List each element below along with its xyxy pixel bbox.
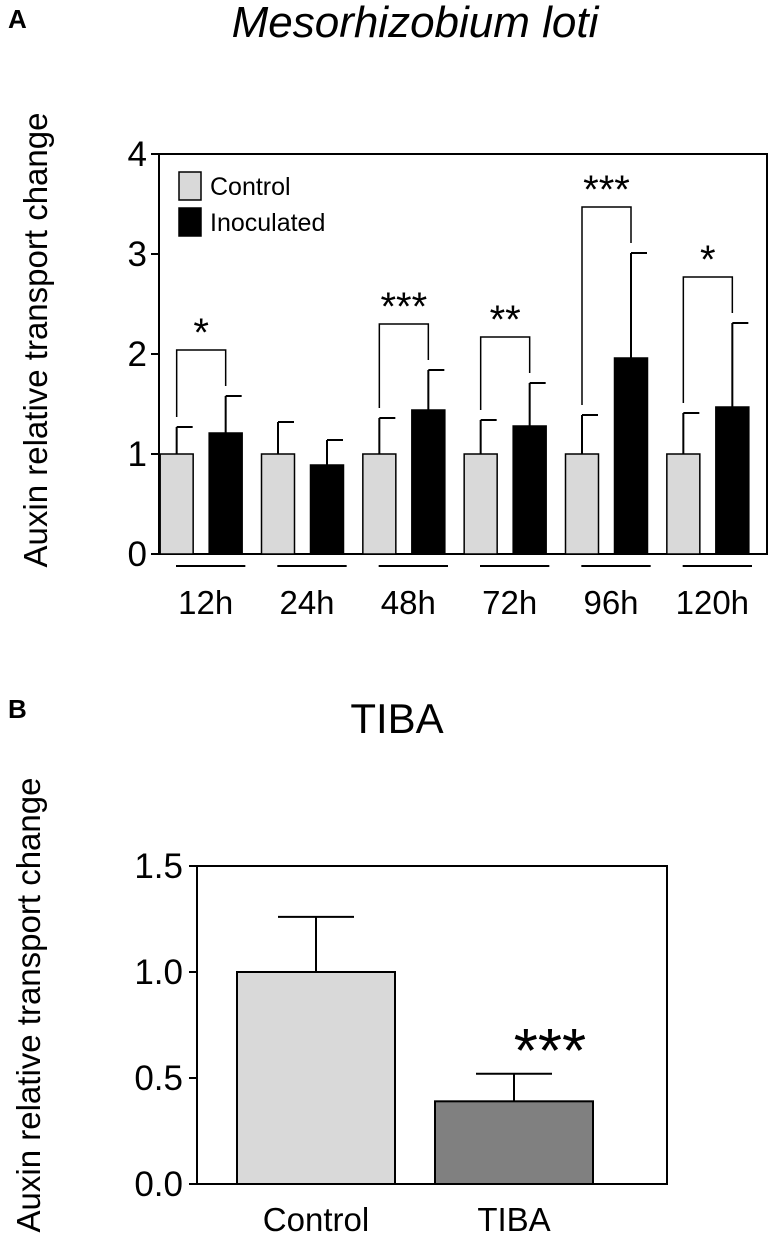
significance-stars: *** [583,168,630,212]
y-tick-label: 0.5 [134,1059,183,1098]
chart-b-plot-frame [196,865,668,1185]
chart-a-title: Mesorhizobium loti [232,0,600,47]
legend-swatch-control [178,171,202,201]
bar-control [666,453,701,555]
chart-a-ylabel: Auxin relative transport change [17,113,54,568]
y-tick-label: 4 [128,135,147,174]
bar-inoculated [715,406,750,555]
legend-swatch-inoculated [178,207,202,237]
chart-b-marks: 0.0 0.5 1.0 1.5 Control TIBA *** [134,847,594,1238]
bar-control [159,453,194,555]
bar-inoculated [208,432,243,555]
significance-bracket [175,349,227,417]
x-tick-label: TIBA [477,1201,550,1238]
bar-inoculated [512,425,547,555]
significance-bracket [682,276,734,403]
y-tick-label: 1.5 [134,847,183,886]
significance-stars: *** [514,1017,586,1086]
significance-stars: ** [490,298,521,342]
significance-bracket [378,323,430,408]
y-tick-label: 0 [128,535,147,574]
x-tick-label: 24h [279,584,334,621]
x-tick-label: 72h [482,584,537,621]
chart-b-title: TIBA [350,695,443,742]
bar-control [463,453,498,555]
significance-bracket [581,206,632,405]
x-tick-label: 48h [381,584,436,621]
x-tick-label: 120h [676,584,749,621]
bar-control [260,453,296,555]
y-tick-label: 0.0 [134,1165,183,1204]
bar-inoculated [411,409,446,555]
legend-label: Control [210,173,291,201]
y-tick-label: 1 [128,435,147,474]
bar-control [236,971,396,1185]
significance-stars: *** [380,285,427,329]
bar-inoculated [309,464,345,555]
significance-bracket [479,336,531,410]
bar-inoculated [613,357,649,555]
y-tick-label: 1.0 [134,953,183,992]
y-tick-label: 3 [128,235,147,274]
chart-b-ylabel: Auxin relative transport change [10,778,47,1233]
chart-a-marks: 0 1 2 3 4 12h * 24h 48h *** 72h ** 96h *** 120h * Contro… [128,135,752,621]
y-tick-label: 2 [128,335,147,374]
x-tick-label: 96h [583,584,638,621]
significance-stars: * [193,311,209,355]
legend-label: Inoculated [210,209,325,237]
bar-control [564,453,600,555]
significance-stars: * [700,238,716,282]
bar-tiba [434,1100,594,1185]
x-tick-label: Control [263,1201,369,1238]
x-tick-label: 12h [178,584,233,621]
bar-control [362,453,397,555]
panel-a-letter: A [8,4,27,34]
panel-b-letter: B [8,694,27,724]
